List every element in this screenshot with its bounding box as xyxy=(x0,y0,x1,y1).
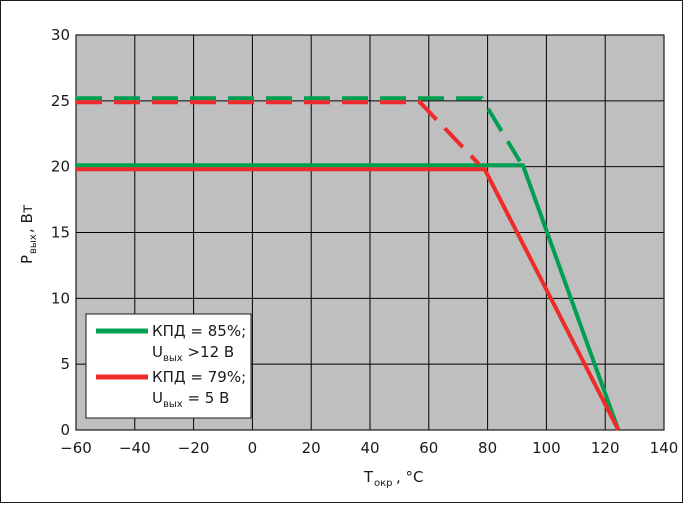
solid-series-line xyxy=(76,163,621,431)
y-tick-label: 15 xyxy=(51,224,70,242)
x-tick-label: 100 xyxy=(532,439,561,457)
x-tick-label: −20 xyxy=(178,439,210,457)
y-tick-label: 10 xyxy=(51,289,70,307)
y-axis-label-subscript: вых xyxy=(28,234,39,254)
y-tick-label: 20 xyxy=(51,158,70,176)
legend-label-line2: Uвых >12 В xyxy=(152,343,234,364)
x-tick-label: −60 xyxy=(60,439,92,457)
solid-series-line xyxy=(76,167,621,431)
dashed-series-line xyxy=(76,100,481,166)
tick-labels: −60 −40 −20 0 20 40 60 80 100 120 140 0 5 10 15 20 25 30 xyxy=(51,26,678,457)
y-axis-label-unit: , Вт xyxy=(18,204,36,233)
y-axis-label: P xyxy=(18,255,36,264)
x-tick-label: 140 xyxy=(650,439,679,457)
y-tick-label: 25 xyxy=(51,92,70,110)
x-tick-label: 60 xyxy=(419,439,438,457)
x-axis-label-subscript: окр xyxy=(374,478,393,489)
legend-label-line1: КПД = 85%; xyxy=(152,322,246,340)
y-tick-label: 30 xyxy=(51,26,70,44)
x-tick-label: 120 xyxy=(591,439,620,457)
series-lines xyxy=(76,96,621,431)
x-tick-label: 40 xyxy=(360,439,379,457)
x-axis-label: T xyxy=(363,468,374,486)
x-tick-label: 80 xyxy=(478,439,497,457)
y-tick-label: 5 xyxy=(60,355,70,373)
y-tick-label: 0 xyxy=(60,421,70,439)
legend-label-line1: КПД = 79%; xyxy=(152,368,246,386)
x-tick-label: 0 xyxy=(248,439,258,457)
plot-frame xyxy=(75,34,665,431)
legend: КПД = 85%; Uвых >12 В КПД = 79%; Uвых = 5 В xyxy=(85,313,252,419)
x-tick-label: 20 xyxy=(302,439,321,457)
x-axis-label-unit: , °C xyxy=(396,468,424,486)
x-tick-label: −40 xyxy=(119,439,151,457)
dashed-series-line xyxy=(76,96,522,163)
y-axis-label-group: P вых , Вт xyxy=(18,204,39,264)
legend-label-line2: Uвых = 5 В xyxy=(152,389,229,410)
